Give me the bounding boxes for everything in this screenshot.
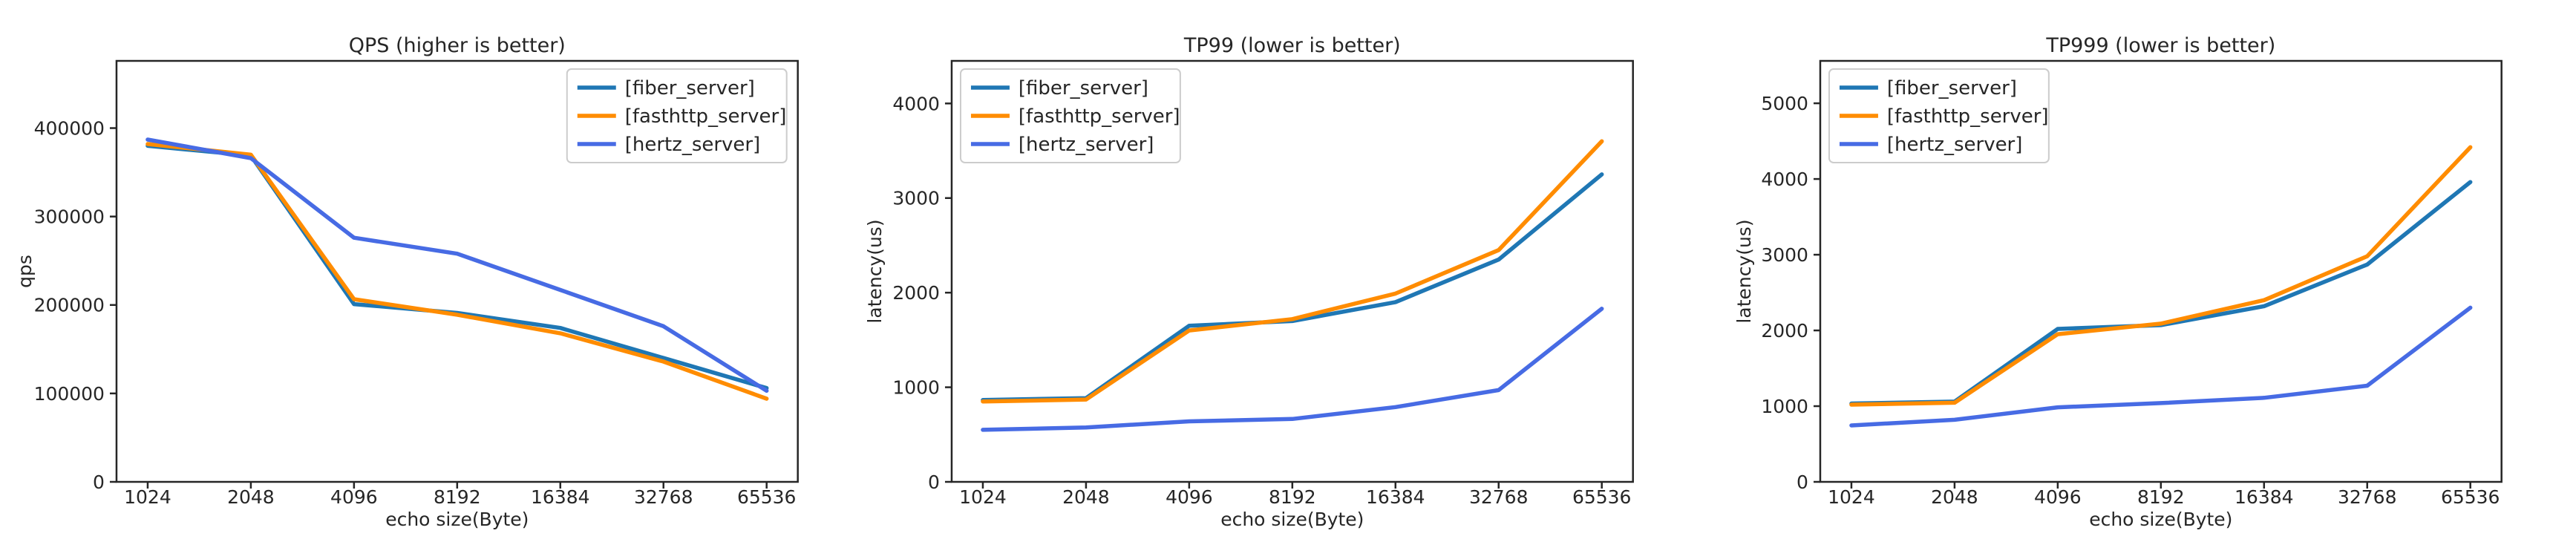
legend-label-2: [hertz_server] [1019,134,1154,156]
y-tick-label: 0 [93,471,105,493]
legend-label-2: [hertz_server] [625,134,760,156]
chart-title: TP99 (lower is better) [1183,34,1401,57]
x-tick-label: 32768 [1469,486,1528,508]
x-tick-label: 4096 [330,486,378,508]
y-tick-label: 400000 [34,118,105,140]
x-tick-label: 2048 [1062,486,1110,508]
x-tick-label: 16384 [2235,486,2293,508]
legend: [fiber_server] [fasthttp_server] [hertz_se… [959,68,1181,163]
x-tick-label: 16384 [1366,486,1425,508]
legend-label-2: [hertz_server] [1887,134,2022,156]
legend-label-0: [fiber_server] [625,77,755,99]
x-axis-label: echo size(Byte) [385,509,529,530]
y-tick-label: 1000 [892,377,940,399]
series-line-2 [146,137,769,394]
y-tick-label: 3000 [892,188,940,209]
x-tick-label: 8192 [1269,486,1316,508]
x-axis-label: echo size(Byte) [1220,509,1364,530]
x-tick-label: 65536 [2441,486,2500,508]
x-tick-label: 16384 [531,486,589,508]
legend: [fiber_server] [fasthttp_server] [hertz_se… [1828,68,2050,163]
qps-line-chart: 0 100000 200000 300000 400000 1024 2048 4096 819… [14,34,799,530]
tp99-line-chart: 0 1000 2000 3000 4000 1024 2048 4096 8192 16384 32… [864,34,1634,530]
y-tick-label: 0 [1797,471,1808,493]
x-tick-label: 8192 [2137,486,2185,508]
y-tick-label: 0 [928,471,940,493]
legend: [fiber_server] [fasthttp_server] [hertz_se… [566,68,788,163]
chart-title: QPS (higher is better) [349,34,566,57]
x-tick-label: 4096 [1166,486,1213,508]
tp999-line-chart: 0 1000 2000 3000 4000 5000 1024 2048 4096 8192 163… [1733,34,2503,530]
legend-label-0: [fiber_server] [1019,77,1148,99]
x-tick-label: 65536 [1572,486,1631,508]
x-tick-label: 2048 [1931,486,1978,508]
y-tick-label: 4000 [892,93,940,114]
y-tick-label: 300000 [34,206,105,228]
legend-box [1828,68,2050,163]
series-line-1 [1849,145,2473,407]
y-tick-label: 1000 [1762,396,1809,417]
y-tick-label: 2000 [892,282,940,304]
y-tick-label: 5000 [1762,93,1809,114]
y-axis-label: qps [14,255,36,288]
legend-label-1: [fasthttp_server] [1019,105,1180,128]
y-tick-label: 200000 [34,295,105,316]
series-line-0 [980,172,1604,402]
y-axis-label: latency(us) [864,219,886,323]
x-tick-label: 8192 [434,486,481,508]
chart-tp99: 0 1000 2000 3000 4000 1024 2048 4096 8192 16384 32… [859,0,1718,542]
series-line-1 [146,142,769,401]
series-line-2 [980,307,1604,432]
x-tick-label: 32768 [634,486,693,508]
chart-title: TP999 (lower is better) [2046,34,2276,57]
x-axis-label: echo size(Byte) [2090,509,2233,530]
x-tick-label: 65536 [737,486,796,508]
legend-label-0: [fiber_server] [1887,77,2017,99]
legend-label-1: [fasthttp_server] [625,105,787,128]
chart-tp999: 0 1000 2000 3000 4000 5000 1024 2048 4096 8192 163… [1717,0,2576,542]
legend-box [566,68,788,163]
chart-qps: 0 100000 200000 300000 400000 1024 2048 4096 819… [0,0,859,542]
y-tick-label: 4000 [1762,169,1809,190]
y-tick-label: 3000 [1762,244,1809,266]
x-tick-label: 2048 [227,486,275,508]
legend-box [959,68,1181,163]
legend-label-1: [fasthttp_server] [1887,105,2049,128]
y-tick-label: 100000 [34,383,105,405]
series-line-0 [146,143,769,391]
series-line-1 [980,139,1604,404]
series-line-2 [1849,305,2473,428]
x-tick-label: 1024 [959,486,1007,508]
y-tick-label: 2000 [1762,320,1809,342]
y-axis-label: latency(us) [1733,219,1755,323]
series-line-0 [1849,180,2473,406]
x-tick-label: 32768 [2338,486,2396,508]
x-tick-label: 1024 [1828,486,1875,508]
x-tick-label: 4096 [2034,486,2082,508]
x-tick-label: 1024 [124,486,171,508]
